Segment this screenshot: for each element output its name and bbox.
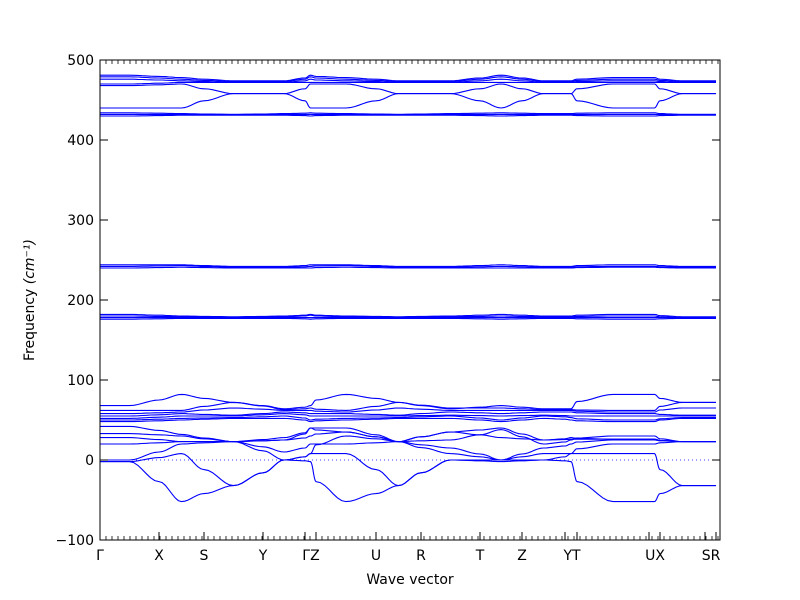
y-tick-label: 500 [67,53,94,69]
phonon-band-16 [100,314,716,319]
phonon-band-23 [100,112,716,115]
phonon-band-10 [100,411,716,417]
x-axis-ticks: Γ X S Y ΓZ U R T Z YT UX SR [96,60,721,564]
x-axis-label: Wave vector [366,572,454,588]
x-tick-label: U [371,548,381,564]
phonon-band-17 [100,313,716,318]
phonon-band-28 [100,76,716,83]
plot-frame [99,59,721,541]
phonon-band-19 [100,265,716,268]
phonon-band-1 [100,453,716,487]
x-tick-label: Γ [96,548,104,564]
phonon-band-29 [100,74,716,82]
y-tick-label: 0 [85,453,94,469]
x-tick-label: T [475,548,485,564]
y-tick-label: 300 [67,213,94,229]
phonon-band-14 [100,317,716,320]
x-tick-label: R [416,548,426,564]
y-axis-label-text: Frequency [22,289,38,361]
phonon-band-8 [100,415,716,421]
y-axis-label-unit: (cm⁻¹) [22,239,38,284]
plot-area [100,74,720,503]
y-axis-label: Frequency (cm⁻¹) [22,239,38,361]
x-tick-label: YT [562,548,581,564]
phonon-band-21 [100,114,716,117]
phonon-band-18 [100,266,716,269]
phonon-band-20 [100,264,716,267]
y-tick-label: 400 [67,133,94,149]
x-tick-label: UX [645,548,665,564]
phonon-band-25 [100,83,716,95]
phonon-band-9 [100,413,716,419]
x-tick-label: Z [517,548,527,564]
y-axis-ticks: −100 0 100 200 300 400 500 [56,53,720,549]
phonon-band-7 [100,417,716,423]
x-tick-label: X [154,548,164,564]
phonon-band-27 [100,78,716,83]
x-tick-label: Y [258,548,268,564]
phonon-band-11 [100,407,716,415]
x-tick-label: S [200,548,209,564]
x-tick-label: ΓZ [302,548,319,564]
y-tick-label: 100 [67,373,94,389]
phonon-band-13 [100,393,716,410]
y-tick-label: −100 [56,533,94,549]
y-tick-label: 200 [67,293,94,309]
x-tick-label: SR [702,548,721,564]
phonon-band-6 [100,425,716,443]
